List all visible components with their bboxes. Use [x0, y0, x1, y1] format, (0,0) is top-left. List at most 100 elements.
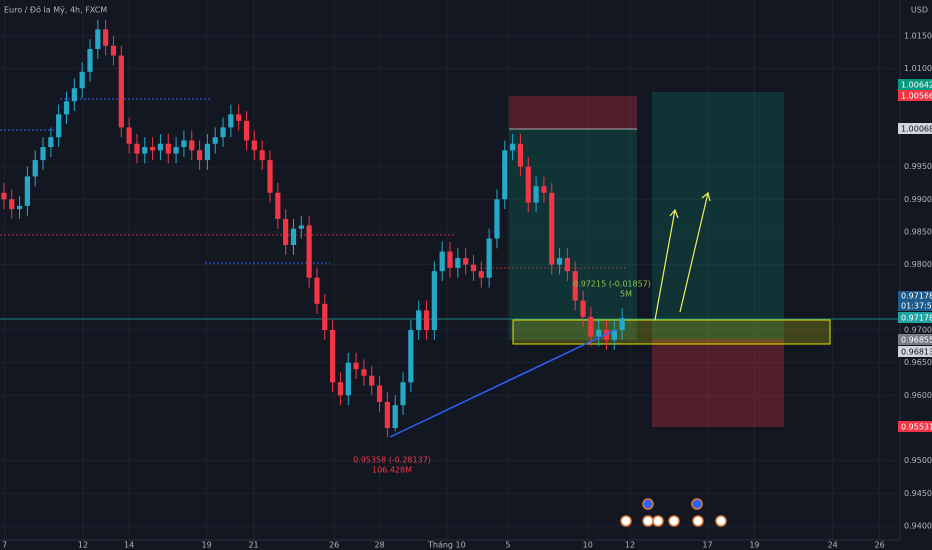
- arrow: [679, 191, 711, 313]
- candle-body: [251, 140, 257, 151]
- candle-body: [455, 258, 461, 268]
- candle-body: [150, 147, 156, 151]
- x-tick-label: 12: [625, 541, 635, 550]
- candle-body: [564, 258, 570, 272]
- badge-label: 1.00068: [901, 125, 932, 134]
- event-icon: [668, 515, 680, 527]
- badge: [898, 334, 932, 345]
- event-icon: [692, 515, 704, 527]
- candle-body: [189, 140, 195, 151]
- candle-body: [103, 29, 109, 46]
- candle-body: [16, 205, 23, 210]
- events: [620, 498, 727, 527]
- badge: [898, 312, 932, 323]
- candle-body: [110, 45, 117, 56]
- candle-body: [157, 143, 164, 151]
- x-tick-label: 5: [505, 541, 510, 550]
- badge-label: 1.00642: [901, 81, 932, 90]
- candle-body: [298, 225, 304, 229]
- candle-body: [603, 329, 610, 340]
- candle-body: [463, 258, 469, 265]
- candle-body: [275, 192, 281, 219]
- stop-zone: [509, 96, 637, 129]
- candle-body: [228, 114, 234, 128]
- x-tick-label: 21: [248, 541, 258, 550]
- candle-body: [48, 137, 54, 148]
- badge-label: 0.97178: [901, 314, 932, 323]
- badge-label: 0.96855: [901, 336, 932, 345]
- candles: [1, 19, 625, 438]
- candle-body: [314, 277, 320, 304]
- candle-body: [572, 271, 578, 301]
- candle-body: [306, 225, 312, 278]
- event-icon: [691, 498, 703, 510]
- candle-body: [392, 405, 398, 429]
- candle-body: [165, 143, 171, 154]
- candle-body: [619, 318, 625, 330]
- badge: [898, 123, 932, 134]
- x-tick-label: 19: [202, 541, 212, 550]
- candle-body: [212, 137, 218, 144]
- candle-body: [322, 303, 328, 330]
- candle-body: [486, 238, 492, 278]
- candle-body: [416, 310, 422, 330]
- target-zone: [652, 92, 784, 339]
- candle-body: [369, 375, 375, 386]
- candle-body: [32, 160, 38, 177]
- candle-body: [502, 150, 508, 200]
- event-icon: [642, 498, 654, 510]
- candle-body: [478, 271, 484, 278]
- candle-body: [431, 271, 437, 330]
- candle-body: [580, 300, 586, 317]
- candle-body: [353, 362, 359, 370]
- candle-body: [134, 143, 140, 154]
- candle-body: [126, 127, 132, 144]
- y-tick-label: 1.01500: [904, 31, 932, 40]
- x-tick-label: 19: [749, 541, 759, 550]
- candle-body: [40, 147, 46, 161]
- candle-body: [541, 186, 547, 193]
- candle-body: [337, 382, 344, 396]
- candle-body: [510, 143, 516, 151]
- badge-label: 0.97178: [901, 292, 932, 301]
- x-tick-label: 7: [2, 541, 7, 550]
- badge-label: 0.95531: [901, 423, 932, 432]
- candle-body: [423, 310, 430, 330]
- candle-body: [283, 218, 289, 246]
- candle-body: [87, 49, 93, 72]
- annotation: 5M: [620, 290, 632, 299]
- candle-body: [611, 329, 617, 340]
- candle-body: [24, 176, 30, 206]
- candle-body: [9, 199, 15, 210]
- candle-body: [408, 329, 414, 383]
- candle-body: [220, 127, 226, 138]
- candle-body: [549, 192, 555, 265]
- candle-body: [556, 258, 563, 265]
- event-icon: [642, 515, 654, 527]
- currency: USD: [911, 6, 928, 15]
- y-tick-label: 0.94000: [904, 522, 932, 531]
- candle-body: [384, 401, 390, 429]
- candle-body: [118, 55, 124, 128]
- badge: [898, 90, 932, 101]
- annotation: 0.95358 (-0.28137): [353, 456, 431, 465]
- candle-body: [596, 329, 602, 337]
- event-icon: [715, 515, 727, 527]
- candle-body: [267, 160, 273, 193]
- candle-body: [71, 88, 77, 102]
- grid: [0, 0, 900, 540]
- candle-body: [204, 143, 210, 161]
- candle-body: [63, 101, 70, 115]
- arrow: [654, 208, 679, 321]
- x-tick-label: 14: [124, 541, 134, 550]
- candle-body: [400, 382, 406, 406]
